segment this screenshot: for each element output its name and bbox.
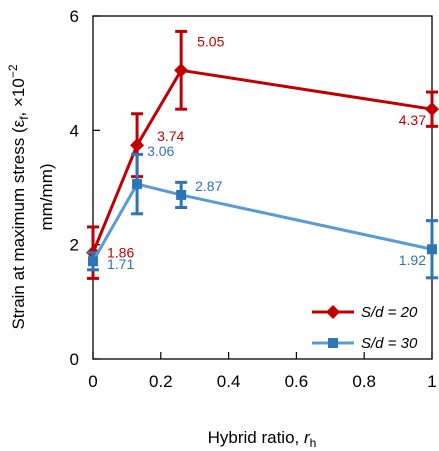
y-axis-title-tail: , ×10 (9, 78, 28, 116)
x-tick-label: 1 (427, 372, 436, 391)
plot-frame (92, 15, 433, 360)
y-tick-label: 0 (70, 350, 79, 369)
x-tick-label: 0.4 (217, 372, 241, 391)
data-label-s-d-20: 1.86 (107, 245, 134, 261)
y-axis-title-text: Strain at maximum stress (ε (9, 119, 28, 329)
y-tick-label: 4 (70, 121, 79, 140)
y-tick-label: 6 (70, 7, 79, 26)
y-axis-title-sup: −2 (6, 64, 20, 78)
series-line-s-d-30 (91, 182, 433, 262)
marker-s-d-20 (425, 102, 439, 117)
series-line-s-d-20 (91, 68, 433, 254)
marker-s-d-30 (176, 189, 187, 200)
legend-label-s-d-30: S/d = 30 (361, 335, 418, 352)
data-label-s-d-20: 4.37 (399, 112, 426, 128)
y-tick-label: 2 (70, 236, 79, 255)
x-axis-title-text: Hybrid ratio, (208, 428, 304, 447)
legend-label-s-d-20: S/d = 20 (361, 304, 418, 321)
marker-s-d-20 (174, 63, 189, 78)
marker-s-d-20 (130, 138, 145, 153)
data-label-s-d-20: 5.05 (197, 33, 224, 49)
data-label-s-d-30: 1.92 (399, 252, 426, 268)
marker-s-d-30 (132, 179, 143, 190)
legend-marker-s-d-20 (326, 305, 340, 319)
y-axis-title-sub: f (17, 116, 31, 120)
data-label-s-d-30: 1.71 (107, 256, 134, 272)
marker-s-d-30 (88, 256, 98, 267)
plot-area: 0 2 4 6 0 0.2 0.4 0.6 0.8 1 1.86 3.74 5.05 4.37 1.71 3.… (70, 7, 439, 391)
marker-s-d-30 (427, 244, 437, 255)
y-axis-title-line2: mm/mm) (37, 163, 56, 230)
x-tick-label: 0 (88, 372, 97, 391)
x-tick-label: 0.2 (149, 372, 173, 391)
data-label-s-d-30: 3.06 (147, 143, 174, 159)
data-label-s-d-30: 2.87 (195, 178, 222, 194)
x-axis-title-var: r (304, 428, 311, 447)
data-label-s-d-20: 3.74 (157, 128, 184, 144)
x-tick-label: 0.8 (352, 372, 376, 391)
y-axis-title: Strain at maximum stress (εf, ×10−2 (6, 64, 31, 329)
legend-marker-s-d-30 (328, 338, 338, 348)
x-axis-title-subscript: h (310, 436, 317, 450)
x-axis-title: Hybrid ratio, rh (208, 428, 317, 450)
x-tick-label: 0.6 (285, 372, 309, 391)
